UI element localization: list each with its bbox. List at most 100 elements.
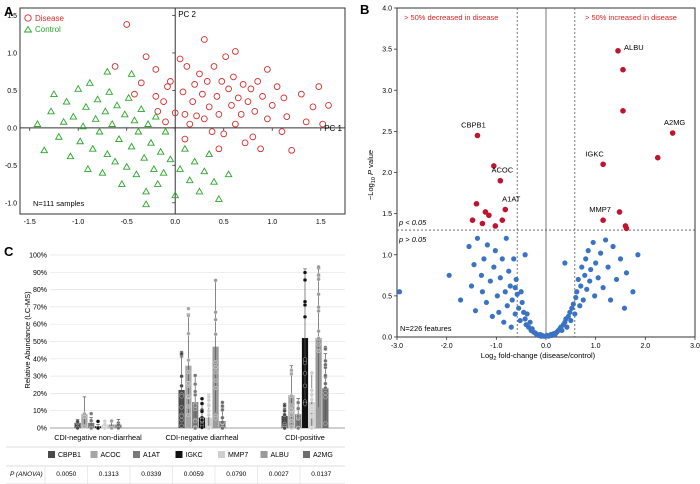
pca-x-tick-label: 1.0	[267, 219, 277, 226]
anova-p-value: 0.0059	[184, 471, 204, 478]
control-point	[83, 164, 92, 172]
significant-point	[623, 225, 630, 232]
nonsignificant-point	[501, 319, 507, 325]
legend-swatch	[133, 451, 140, 458]
control-point	[114, 134, 123, 142]
anova-p-value: 0.0137	[311, 471, 331, 478]
control-point	[151, 112, 160, 120]
nonsignificant-point	[508, 324, 514, 330]
nonsignificant-point	[509, 297, 515, 303]
nonsignificant-point	[617, 256, 624, 262]
panel-b-label: B	[360, 2, 369, 17]
nonsignificant-point	[507, 283, 513, 289]
disease-point	[215, 111, 223, 118]
control-point	[144, 120, 153, 127]
sample-dot	[296, 425, 301, 431]
significant-point	[482, 209, 489, 215]
anova-table: P (ANOVA) 0.0050 0.1313 0.0339 0.0059 0.0790 0…	[6, 446, 345, 484]
nonsignificant-point	[479, 289, 486, 295]
sample-dot	[206, 398, 211, 403]
sample-dot	[179, 418, 184, 423]
volcano-plot-panel: -3.0 -2.0 -1.0 0.0 1.0 2.0 3.0 0.0 0.5 1.0 1.5 2.0 2…	[366, 6, 700, 363]
significant-point	[473, 200, 480, 207]
sample-dot	[82, 424, 87, 429]
legend-control-label: Control	[35, 25, 61, 34]
disease-point	[191, 81, 198, 88]
legend-swatch	[90, 451, 98, 458]
volcano-y-tick-label: 3.0	[382, 88, 392, 95]
disease-point	[137, 79, 145, 87]
sample-dot	[206, 425, 211, 431]
volcano-threshold-lines	[397, 8, 695, 337]
sample-dot	[289, 424, 294, 429]
control-point	[130, 116, 139, 124]
sample-dot	[220, 400, 225, 405]
nonsignificant-point	[623, 270, 630, 276]
nonsignificant-point	[502, 289, 508, 295]
volcano-x-tick-label: 0.0	[541, 343, 551, 350]
nonsignificant-point	[396, 289, 403, 295]
disease-point	[257, 145, 264, 153]
control-point	[120, 110, 129, 118]
disease-point	[315, 83, 323, 91]
disease-point	[208, 128, 216, 135]
disease-point	[210, 63, 218, 70]
sample-dot	[302, 314, 308, 319]
control-point	[88, 144, 97, 152]
nonsignificant-point	[582, 272, 588, 278]
volcano-y-tick-label: 0.0	[382, 335, 392, 342]
nonsignificant-point	[570, 301, 576, 307]
disease-point	[181, 135, 189, 143]
sample-dot	[296, 414, 301, 419]
abundance-tick-labels: 0% 10% 20% 30% 40% 50% 60% 70% 80% 90% 100%	[29, 253, 345, 433]
nonsignificant-point	[512, 285, 518, 291]
pca-x-tick-label: 0.5	[219, 219, 229, 226]
control-point	[103, 149, 112, 157]
volcano-y-tick-label: 4.0	[382, 6, 392, 13]
sample-dot	[302, 371, 308, 376]
significant-point	[479, 220, 486, 227]
disease-point	[131, 90, 138, 98]
control-point	[111, 157, 120, 165]
sample-dot	[102, 425, 107, 431]
disease-point	[213, 93, 221, 100]
sample-dot	[289, 418, 294, 423]
control-point	[171, 191, 180, 199]
significant-point	[620, 108, 626, 114]
pca-y-tick-label: 0.5	[7, 88, 17, 95]
disease-point	[249, 133, 257, 141]
sample-dot	[323, 391, 328, 396]
sample-dot	[206, 408, 211, 413]
control-point	[190, 157, 199, 165]
significant-point	[620, 66, 626, 73]
abundance-y-tick-label: 70%	[33, 304, 47, 311]
nonsignificant-point	[506, 268, 512, 274]
anova-row-label: P (ANOVA)	[10, 471, 43, 478]
disease-point	[176, 55, 184, 63]
nonsignificant-point	[516, 305, 522, 311]
sample-dot	[199, 401, 205, 406]
nonsignificant-point	[474, 235, 481, 241]
nonsignificant-point	[573, 294, 579, 301]
control-point	[62, 97, 71, 105]
nonsignificant-point	[484, 242, 490, 248]
control-point	[153, 179, 162, 187]
significant-point	[486, 212, 492, 219]
anova-p-value: 0.0790	[226, 471, 246, 478]
disease-point	[142, 53, 150, 61]
nonsignificant-point	[471, 262, 477, 268]
group-label: CDI-negative non-diarrheal	[54, 433, 142, 442]
volcano-y-tick-label: 0.5	[382, 293, 392, 300]
group-label: CDI-positive	[285, 433, 325, 442]
sample-dot	[95, 425, 101, 431]
disease-point	[205, 103, 213, 111]
pca-x-tick-label: -0.5	[121, 219, 133, 226]
nonsignificant-point	[466, 243, 472, 250]
control-point	[85, 78, 94, 86]
volcano-protein-labels: ALBU A2MG CBPB1 IGKC ACOC A1AT MMP7	[461, 43, 685, 214]
sample-dot	[302, 383, 308, 388]
disease-point	[251, 108, 259, 115]
significant-point	[491, 163, 497, 169]
disease-point	[254, 78, 262, 85]
